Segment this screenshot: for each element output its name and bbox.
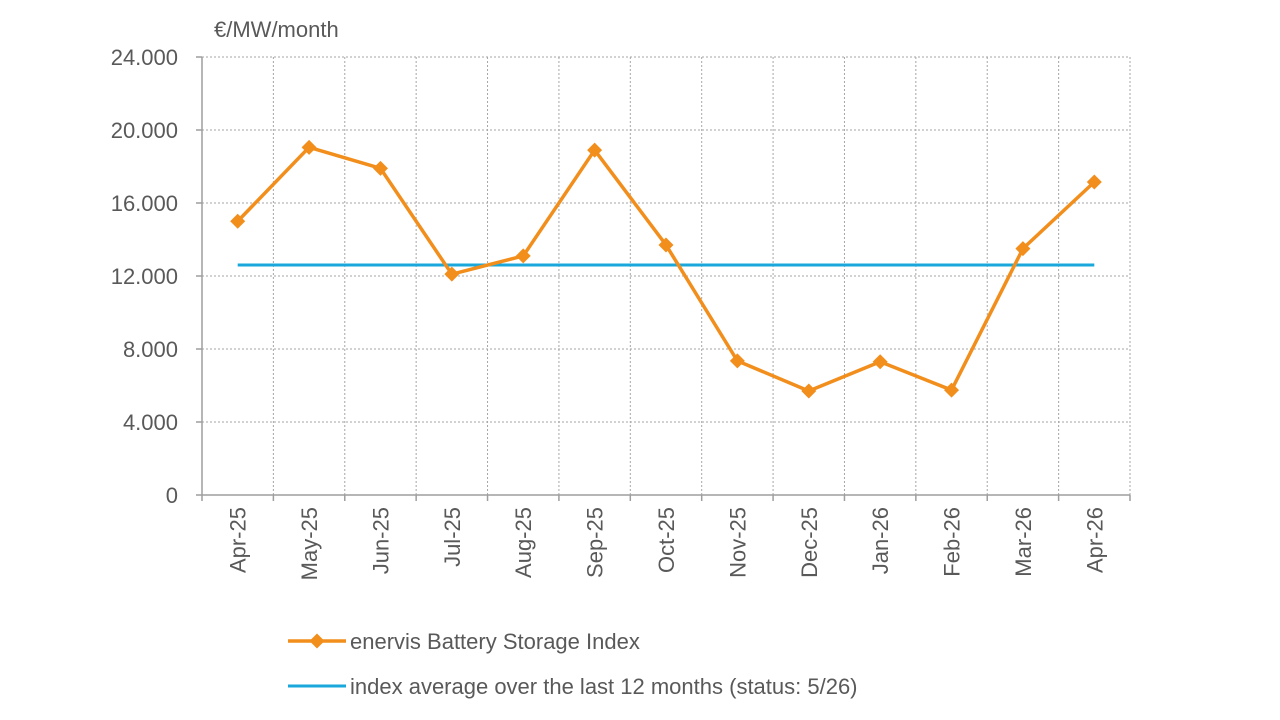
data-point-index bbox=[872, 354, 888, 370]
data-point-index bbox=[658, 237, 674, 253]
gridlines bbox=[202, 56, 1131, 495]
y-tick-label: 8.000 bbox=[123, 337, 178, 362]
x-tick-label: May-25 bbox=[297, 507, 322, 580]
x-tick-label: Dec-25 bbox=[797, 507, 822, 578]
y-tick-label: 24.000 bbox=[111, 45, 178, 70]
x-tick-label: Oct-25 bbox=[654, 507, 679, 573]
y-unit-label: €/MW/month bbox=[214, 17, 339, 42]
x-tick-label: Mar-26 bbox=[1011, 507, 1036, 577]
legend-label-average: index average over the last 12 months (s… bbox=[350, 674, 858, 699]
x-tick-label: Sep-25 bbox=[583, 507, 608, 578]
data-point-index bbox=[444, 266, 460, 282]
data-point-index bbox=[944, 382, 960, 398]
series bbox=[230, 139, 1102, 399]
y-tick-label: 20.000 bbox=[111, 118, 178, 143]
data-point-index bbox=[729, 353, 745, 369]
data-point-index bbox=[301, 139, 317, 155]
legend-item-index: enervis Battery Storage Index bbox=[288, 629, 640, 654]
x-tick-labels: Apr-25 May-25 Jun-25 Jul-25 Aug-25 Sep-25 Oct-… bbox=[226, 507, 1108, 580]
x-tick-label: Jul-25 bbox=[440, 507, 465, 567]
y-tick-label: 4.000 bbox=[123, 410, 178, 435]
data-point-index bbox=[515, 248, 531, 264]
legend-label-index: enervis Battery Storage Index bbox=[350, 629, 640, 654]
y-tick-label: 0 bbox=[166, 483, 178, 508]
x-tick-label: Jun-25 bbox=[368, 507, 393, 574]
x-tick-label: Feb-26 bbox=[940, 507, 965, 577]
data-point-index bbox=[230, 213, 246, 229]
axes bbox=[196, 56, 1131, 501]
x-tick-label: Apr-26 bbox=[1082, 507, 1107, 573]
series-line-index bbox=[236, 145, 1096, 393]
data-point-index bbox=[1015, 241, 1031, 257]
data-point-index bbox=[801, 383, 817, 399]
x-tick-label: Apr-25 bbox=[226, 507, 251, 573]
x-tick-label: Jan-26 bbox=[868, 507, 893, 574]
data-point-index bbox=[587, 142, 603, 158]
legend: enervis Battery Storage Index index aver… bbox=[288, 629, 858, 699]
data-point-index bbox=[1086, 174, 1102, 190]
legend-item-average: index average over the last 12 months (s… bbox=[288, 674, 858, 699]
y-tick-labels: 0 4.000 8.000 12.000 16.000 20.000 24.000 bbox=[111, 45, 178, 508]
y-tick-label: 16.000 bbox=[111, 191, 178, 216]
y-tick-label: 12.000 bbox=[111, 264, 178, 289]
legend-marker-index bbox=[309, 633, 325, 649]
x-tick-label: Nov-25 bbox=[725, 507, 750, 578]
x-tick-label: Aug-25 bbox=[511, 507, 536, 578]
data-point-index bbox=[372, 160, 388, 176]
